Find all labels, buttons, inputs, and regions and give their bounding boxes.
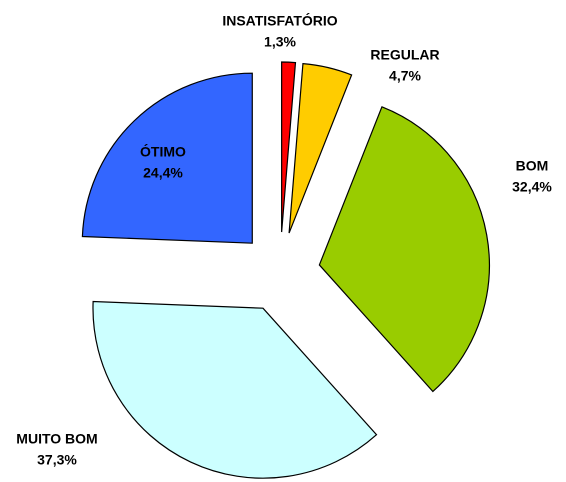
slice-value-label: 32,4%	[512, 179, 552, 195]
pie-slice	[281, 61, 297, 233]
slice-value-label: 1,3%	[264, 34, 296, 50]
slice-value-label: 4,7%	[389, 68, 421, 84]
slice-label: BOM	[516, 158, 549, 174]
slice-label: REGULAR	[370, 47, 439, 63]
slice-label: ÓTIMO	[140, 143, 186, 160]
pie-slice	[318, 106, 490, 393]
pie-slice	[92, 300, 378, 479]
pie-slice	[81, 72, 253, 244]
slice-value-label: 37,3%	[37, 452, 77, 468]
slice-label: INSATISFATÓRIO	[222, 12, 337, 29]
slice-value-label: 24,4%	[143, 165, 183, 181]
pie-slice	[288, 62, 353, 234]
slice-label: MUITO BOM	[16, 431, 97, 447]
